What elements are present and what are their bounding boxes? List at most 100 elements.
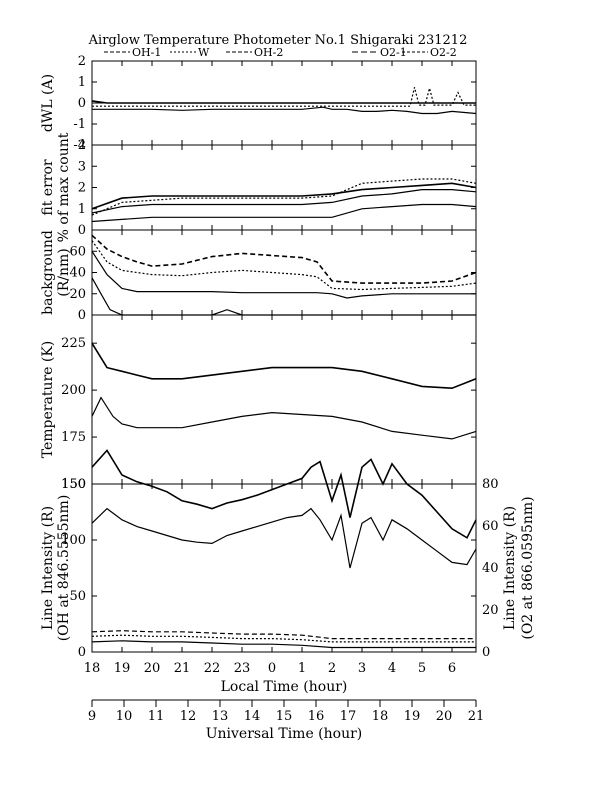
y-tick-label: 60 <box>69 244 86 259</box>
y-tick-label: 1 <box>78 202 86 217</box>
y-tick-label: 0 <box>78 223 86 238</box>
y-tick-label: 150 <box>61 477 86 492</box>
ut-tick-label: 11 <box>148 709 165 724</box>
universal-time-axis: 9 10 11 12 13 14 15 16 17 18 19 20 21 Universal Time … <box>88 699 485 742</box>
local-time-tick-label: 0 <box>268 661 276 676</box>
series-line-dwl-1 <box>92 106 477 115</box>
legend-item: O2-2 <box>430 46 457 59</box>
panel-dwl: 2 1 0 -1 -2 dWL (A) <box>40 54 477 153</box>
y-tick-label: 40 <box>69 266 86 281</box>
local-time-tick-label: 1 <box>298 661 306 676</box>
legend-item: OH-1 <box>132 46 161 59</box>
series-line-background-2 <box>91 250 476 299</box>
series-line-line_intensity-3 <box>91 634 476 643</box>
y-right-tick-label: 20 <box>482 603 499 618</box>
local-time-tick-label: 23 <box>234 661 251 676</box>
panel-background: 60 40 20 0 background (R/nm) <box>40 229 477 323</box>
local-time-tick-label: 6 <box>448 661 456 676</box>
y-tick-label: 175 <box>61 430 86 445</box>
series-line-background-0 <box>91 234 477 284</box>
series-line-dwl-0 <box>91 100 476 104</box>
y-axis-title: Line Intensity (R) <box>40 506 56 630</box>
y-tick-label: 0 <box>78 96 86 111</box>
series-line-line_intensity-0 <box>91 449 477 539</box>
ut-tick-label: 10 <box>116 709 133 724</box>
legend-item: OH-2 <box>254 46 283 59</box>
local-time-tick-label: 3 <box>358 661 366 676</box>
series-line-fit_error-1 <box>91 189 477 214</box>
ut-tick-label: 18 <box>372 709 389 724</box>
y-right-axis-title: Line Intensity (R) <box>502 506 518 630</box>
y-tick-label: 1 <box>78 75 86 90</box>
local-time-tick-label: 4 <box>388 661 396 676</box>
y-tick-label: 150 <box>61 477 86 492</box>
y-right-tick-label: 60 <box>482 519 499 534</box>
ut-tick-label: 9 <box>88 709 96 724</box>
series-line-line_intensity-2 <box>91 630 476 640</box>
ut-tick-label: 15 <box>276 709 293 724</box>
panel-frame <box>91 483 477 653</box>
ut-tick-label: 19 <box>404 709 421 724</box>
ut-tick-label: 13 <box>212 709 229 724</box>
y-axis-title: dWL (A) <box>40 74 56 132</box>
local-time-tick-label: 21 <box>174 661 191 676</box>
y-right-axis-subtitle: (O2 at 866.0595nm) <box>520 496 536 639</box>
local-time-tick-label: 19 <box>114 661 131 676</box>
y-right-tick-label: 40 <box>482 561 499 576</box>
panel-frame <box>91 314 477 485</box>
legend-item: W <box>198 46 210 59</box>
local-time-tick-label: 5 <box>418 661 426 676</box>
y-axis-subtitle: % of max count <box>56 132 72 242</box>
y-axis-title: background <box>40 230 56 315</box>
ut-tick-label: 17 <box>340 709 357 724</box>
ut-tick-label: 14 <box>244 709 261 724</box>
y-tick-label: 3 <box>78 159 86 174</box>
y-tick-label: 4 <box>78 138 86 153</box>
ut-tick-label: 16 <box>308 709 325 724</box>
y-tick-label: 2 <box>78 54 86 69</box>
local-time-tick-label: 20 <box>144 661 161 676</box>
y-axis-title: Temperature (K) <box>40 341 56 459</box>
y-tick-label: -2 <box>73 138 86 153</box>
ut-axis-title: Universal Time (hour) <box>206 726 363 742</box>
y-axis-title: fit error <box>40 159 56 216</box>
y-right-tick-label: 0 <box>482 645 490 660</box>
panel-frame <box>91 229 477 316</box>
ut-tick-label: 21 <box>468 709 485 724</box>
y-tick-label: 2 <box>78 181 86 196</box>
series-line-line_intensity-4 <box>91 640 476 649</box>
local-time-axis-title: Local Time (hour) <box>221 679 348 695</box>
chart-title: Airglow Temperature Photometer No.1 Shig… <box>88 33 468 48</box>
y-tick-label: 0 <box>78 308 86 323</box>
y-axis-subtitle: (OH at 846.5555nm) <box>56 495 72 642</box>
series-line-dwl-2 <box>92 85 476 107</box>
y-tick-label: 50 <box>69 589 86 604</box>
ut-tick-label: 12 <box>180 709 197 724</box>
y-axis-subtitle: (R/nm) <box>56 248 72 296</box>
series-line-temperature-1 <box>91 396 477 440</box>
series-line-temperature-0 <box>91 342 477 390</box>
local-time-tick-label: 22 <box>204 661 221 676</box>
panel-temperature: 225 200 175 150 Temperature (K) <box>40 314 477 492</box>
series-line-background-1 <box>91 240 477 291</box>
local-time-tick-label: 18 <box>84 661 101 676</box>
panels: 2 1 0 -1 -2 dWL (A) 4 3 2 1 0 fit error% of max cou… <box>40 54 536 660</box>
y-tick-label: 0 <box>78 645 86 660</box>
y-tick-label: 20 <box>69 287 86 302</box>
legend-item: O2-1 <box>380 46 407 59</box>
y-tick-label: 100 <box>61 533 86 548</box>
local-time-tick-label: 2 <box>328 661 336 676</box>
series-line-fit_error-3 <box>91 203 477 223</box>
y-tick-label: 200 <box>61 383 86 398</box>
series-line-line_intensity-1 <box>91 507 477 569</box>
y-tick-label: 225 <box>61 336 86 351</box>
series-line-fit_error-0 <box>91 182 477 210</box>
y-right-tick-label: 80 <box>482 477 499 492</box>
legend: OH-1 W OH-2 O2-1 O2-2 <box>104 46 457 59</box>
ut-tick-label: 20 <box>436 709 453 724</box>
y-tick-label: -1 <box>73 117 86 132</box>
panel-fit_error: 4 3 2 1 0 fit error% of max count <box>40 132 477 242</box>
